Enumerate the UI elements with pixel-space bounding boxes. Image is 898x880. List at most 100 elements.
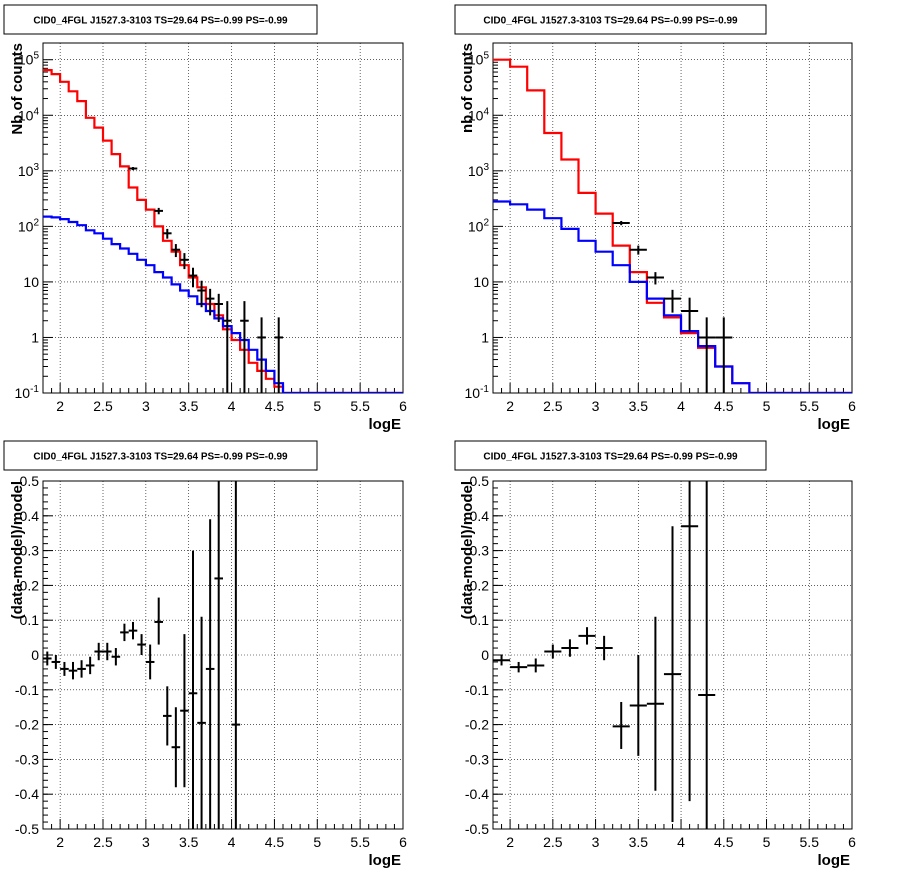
x-tick-label: 2.5: [93, 834, 113, 850]
y-tick-label: 1: [481, 329, 489, 345]
panel-title: CID0_4FGL J1527.3-3103 TS=29.64 PS=-0.99…: [483, 16, 738, 27]
panel-title: CID0_4FGL J1527.3-3103 TS=29.64 PS=-0.99…: [33, 452, 288, 463]
y-tick-label: 0.5: [470, 473, 490, 489]
total-model-histogram: [493, 58, 852, 393]
x-tick-label: 2: [56, 398, 64, 414]
y-tick-label: 0.4: [20, 508, 40, 524]
x-tick-label: 4.5: [714, 398, 734, 414]
x-tick-label: 4.5: [265, 834, 285, 850]
x-tick-label: 4: [677, 398, 685, 414]
y-tick-label: 10-1: [465, 384, 490, 401]
y-tick-label: 102: [18, 217, 40, 234]
y-tick-label: 0.2: [470, 577, 490, 593]
x-tick-label: 3: [592, 834, 600, 850]
x-tick-label: 5: [763, 398, 771, 414]
y-tick-label: 10: [473, 274, 489, 290]
title-box: [454, 4, 767, 35]
y-tick-label: -0.2: [465, 717, 489, 733]
x-tick-label: 5: [313, 834, 321, 850]
title-box: [3, 4, 318, 35]
y-tick-label: 0.1: [470, 612, 490, 628]
y-tick-label: 1: [31, 329, 39, 345]
plot-area: [43, 481, 241, 829]
y-tick-label: 103: [468, 162, 490, 179]
y-tick-label: -0.3: [465, 751, 489, 767]
x-axis-label: logE: [818, 416, 851, 433]
x-tick-label: 4.5: [265, 398, 285, 414]
plot-area: [493, 481, 716, 829]
x-tick-label: 4: [228, 834, 236, 850]
y-tick-label: 10: [23, 274, 39, 290]
title-box: [454, 440, 767, 471]
x-tick-label: 2.5: [93, 398, 113, 414]
x-tick-label: 2: [506, 834, 514, 850]
x-tick-label: 6: [399, 398, 407, 414]
component-model-histogram: [493, 200, 852, 393]
panel-1: CID0_4FGL J1527.3-3103 TS=29.64 PS=-0.99…: [3, 4, 407, 433]
x-axis-label: logE: [818, 852, 851, 869]
x-tick-label: 5.5: [800, 398, 820, 414]
x-tick-label: 3.5: [179, 398, 199, 414]
y-tick-label: -0.4: [15, 786, 39, 802]
y-tick-label: 103: [18, 162, 40, 179]
x-tick-label: 3: [142, 834, 150, 850]
panel-4: CID0_4FGL J1527.3-3103 TS=29.64 PS=-0.99…: [454, 440, 856, 869]
plot-area: [43, 69, 403, 393]
panel-title: CID0_4FGL J1527.3-3103 TS=29.64 PS=-0.99…: [33, 16, 288, 27]
x-tick-label: 3: [142, 398, 150, 414]
y-tick-label: 0.3: [20, 543, 40, 559]
x-tick-label: 3.5: [179, 834, 199, 850]
x-tick-label: 4.5: [714, 834, 734, 850]
y-tick-label: 104: [18, 106, 40, 123]
y-tick-label: -0.1: [465, 682, 489, 698]
x-tick-label: 4: [228, 398, 236, 414]
x-tick-label: 6: [848, 834, 856, 850]
y-tick-label: -0.5: [465, 821, 489, 837]
total-model-histogram: [43, 69, 403, 393]
y-axis-label: Nb of counts: [9, 43, 26, 135]
y-axis-label: (data-model)/model: [9, 481, 26, 619]
panel-title: CID0_4FGL J1527.3-3103 TS=29.64 PS=-0.99…: [483, 452, 738, 463]
x-tick-label: 5.5: [350, 398, 370, 414]
y-tick-label: 102: [468, 217, 490, 234]
y-tick-label: -0.2: [15, 717, 39, 733]
x-tick-label: 3.5: [629, 834, 649, 850]
title-box: [3, 440, 318, 471]
x-tick-label: 5.5: [800, 834, 820, 850]
x-tick-label: 5: [763, 834, 771, 850]
y-tick-label: 105: [18, 51, 40, 68]
x-tick-label: 6: [848, 398, 856, 414]
y-axis-label: (data-model)/model: [459, 481, 476, 619]
y-tick-label: 0.2: [20, 577, 40, 593]
y-tick-label: 0.1: [20, 612, 40, 628]
y-axis-label: nb of counts: [459, 43, 476, 133]
y-tick-label: 105: [468, 51, 490, 68]
panel-3: CID0_4FGL J1527.3-3103 TS=29.64 PS=-0.99…: [3, 440, 407, 869]
y-tick-label: -0.4: [465, 786, 489, 802]
x-tick-label: 3: [592, 398, 600, 414]
plot-area: [493, 58, 852, 393]
y-tick-label: 0.4: [470, 508, 490, 524]
x-tick-label: 2.5: [543, 398, 563, 414]
x-tick-label: 6: [399, 834, 407, 850]
x-tick-label: 2.5: [543, 834, 563, 850]
y-tick-label: -0.1: [15, 682, 39, 698]
y-tick-label: 104: [468, 106, 490, 123]
y-tick-label: -0.5: [15, 821, 39, 837]
component-model-histogram: [43, 215, 403, 393]
x-tick-label: 3.5: [629, 398, 649, 414]
y-tick-label: 0: [481, 647, 489, 663]
panel-2: CID0_4FGL J1527.3-3103 TS=29.64 PS=-0.99…: [454, 4, 856, 433]
y-tick-label: 0: [31, 647, 39, 663]
y-tick-label: 0.5: [20, 473, 40, 489]
y-tick-label: -0.3: [15, 751, 39, 767]
x-tick-label: 5.5: [350, 834, 370, 850]
y-tick-label: 0.3: [470, 543, 490, 559]
x-tick-label: 2: [506, 398, 514, 414]
y-tick-label: 10-1: [15, 384, 40, 401]
x-tick-label: 2: [56, 834, 64, 850]
x-tick-label: 4: [677, 834, 685, 850]
x-axis-label: logE: [369, 852, 402, 869]
